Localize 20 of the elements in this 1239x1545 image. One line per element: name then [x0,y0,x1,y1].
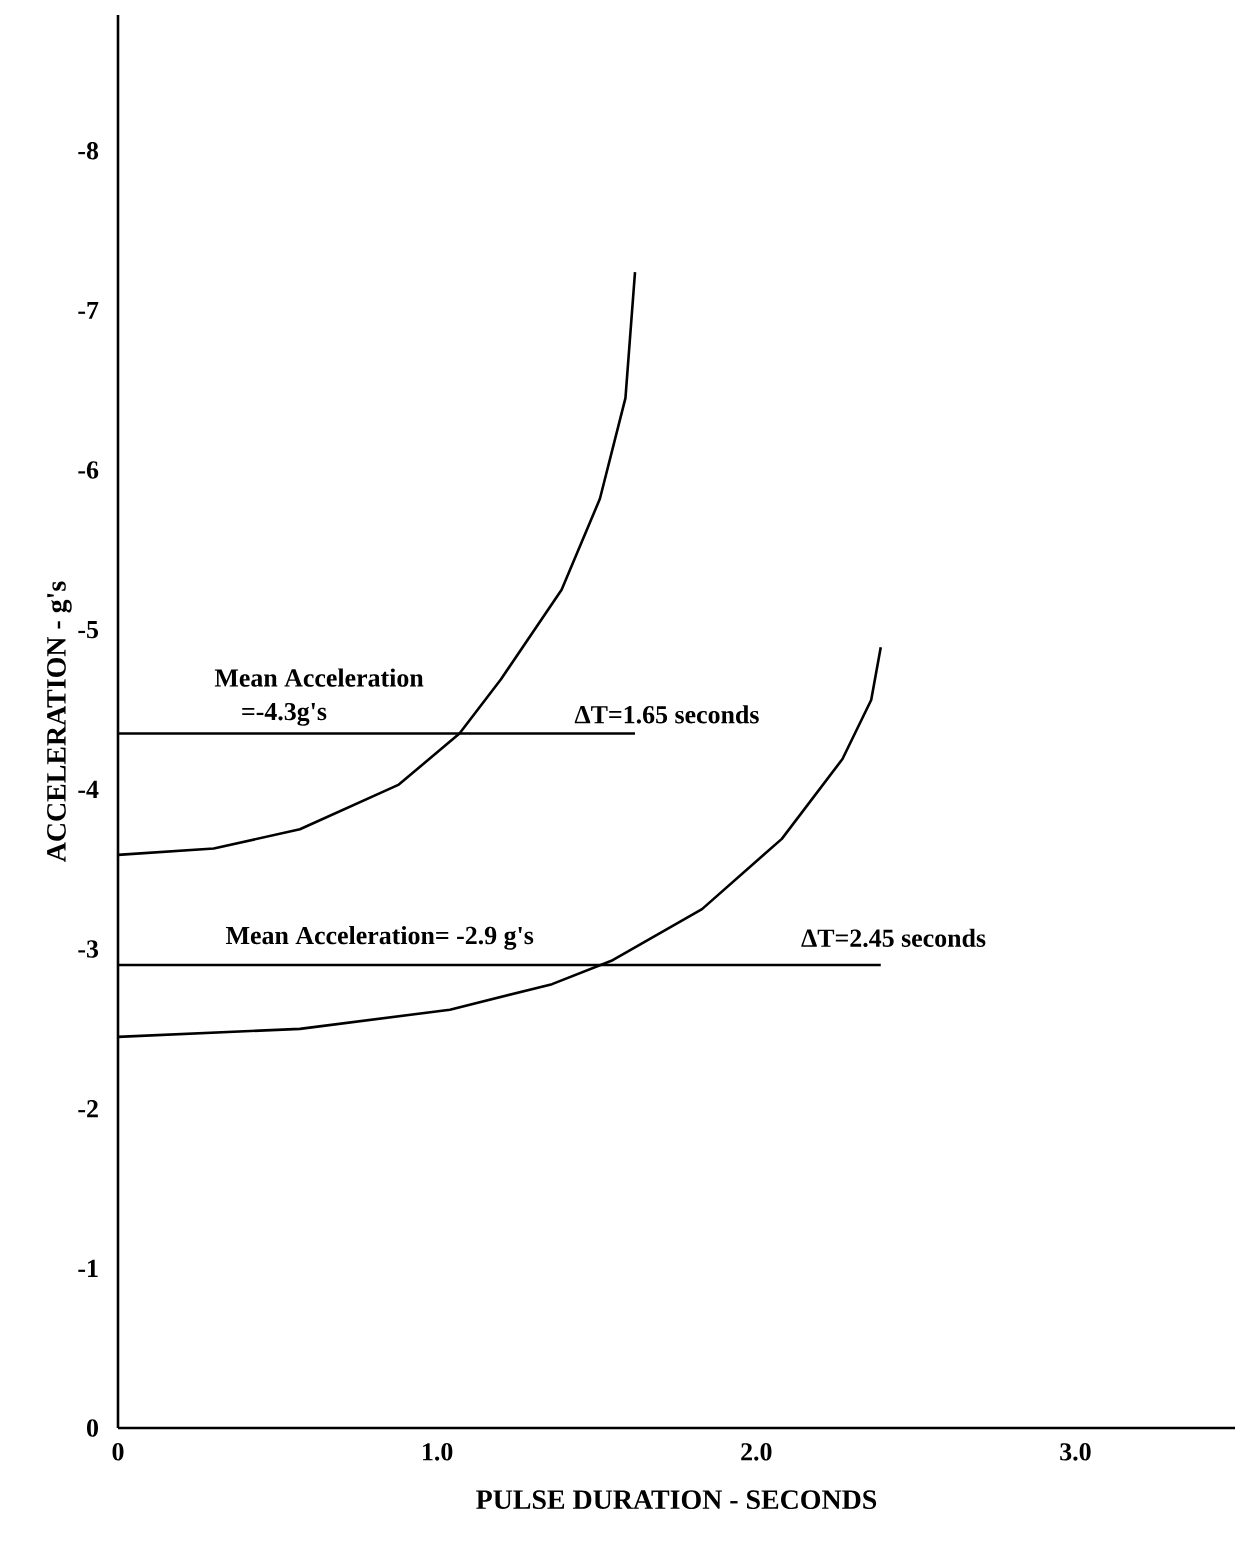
y-tick-label: 0 [87,1419,98,1437]
x-tick-label: 1.0 [423,1443,453,1461]
x-tick-label: 0 [112,1443,124,1461]
y-tick-label: -6 [78,461,99,479]
y-tick-label: -1 [78,1259,98,1277]
y-tick-label: -7 [78,301,99,319]
y-tick-label: -8 [78,141,99,160]
x-tick-label: 3.0 [1060,1443,1091,1461]
x-tick-label: 2.0 [741,1443,772,1461]
annotation: ΔT=2.45 seconds [801,928,986,948]
y-axis-title: ACCELERATION - g's [47,581,72,863]
y-tick-label: -5 [78,621,99,639]
annotation: Mean Acceleration [214,668,424,687]
annotation: Mean Acceleration= -2.9 g's [226,926,534,950]
y-tick-label: -2 [78,1100,98,1118]
x-axis-title: PULSE DURATION - SECONDS [476,1490,877,1510]
annotation: ΔT=1.65 seconds [574,705,759,724]
annotation: =-4.3g's [242,702,327,726]
y-tick-label: -3 [78,940,99,958]
y-tick-label: -4 [78,780,99,798]
